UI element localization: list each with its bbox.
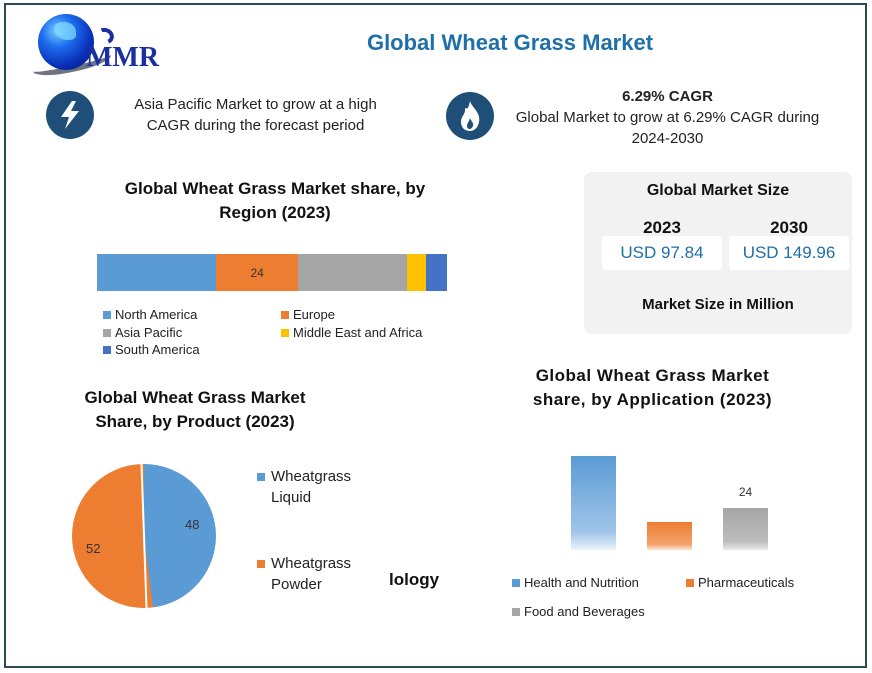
asia-pacific-highlight: Asia Pacific Market to grow at a high CA…: [118, 94, 393, 136]
value-2030: USD 149.96: [729, 236, 849, 270]
legend-swatch: [686, 578, 694, 587]
legend-label: South America: [115, 342, 200, 357]
legend-label: Health and Nutrition: [524, 575, 639, 590]
segment-middle-east-africa: [406, 254, 426, 291]
year-2030: 2030: [770, 218, 808, 237]
legend-label: Food and Beverages: [524, 604, 645, 619]
legend-label: Europe: [293, 307, 335, 322]
logo-text: MMR: [86, 42, 160, 73]
highlight-line: Global Market to grow at 6.29% CAGR duri…: [515, 109, 820, 126]
legend-label: Pharmaceuticals: [698, 575, 795, 590]
cagr-highlight: 6.29% CAGR Global Market to grow at 6.29…: [505, 86, 830, 149]
segment-north-america: [97, 254, 216, 291]
truncated-text: lology: [389, 570, 440, 589]
title-line: Share, by Product (2023): [95, 412, 295, 431]
legend-asia-pacific: Asia Pacific: [103, 325, 182, 340]
bar-health-nutrition: [571, 456, 616, 550]
mmr-logo: MMR: [28, 10, 178, 81]
value-2023: USD 97.84: [602, 236, 722, 270]
flame-icon: [446, 92, 494, 140]
legend-middle-east-africa: Middle East and Africa: [281, 325, 422, 340]
data-label: 24: [738, 485, 753, 499]
globe-land: [54, 22, 76, 40]
cagr-headline: 6.29% CAGR: [622, 88, 713, 105]
legend-food-beverages: Food and Beverages: [512, 604, 645, 619]
title-line: Global Wheat Grass Market: [84, 388, 306, 407]
legend-swatch: [281, 310, 289, 319]
segment-south-america: [426, 254, 447, 291]
legend-wheatgrass-liquid: Wheatgrass Liquid: [257, 466, 351, 508]
bar-pharmaceuticals: [647, 522, 692, 550]
page-title: Global Wheat Grass Market: [366, 30, 654, 55]
legend-swatch: [103, 345, 111, 354]
application-bar-chart: 24: [560, 440, 800, 550]
legend-north-america: North America: [103, 307, 197, 322]
title-line: Global Wheat Grass Market share, by: [124, 179, 426, 198]
region-stacked-bar: 24: [97, 254, 447, 291]
legend-label: Wheatgrass: [271, 468, 352, 485]
market-size-unit: Market Size in Million: [642, 296, 794, 313]
pie-label-powder: 52: [86, 541, 101, 556]
year-2023: 2023: [643, 218, 681, 237]
segment-europe: 24: [216, 254, 299, 291]
legend-south-america: South America: [103, 342, 200, 357]
highlight-line: 2024-2030: [631, 130, 704, 147]
legend-swatch: [257, 473, 265, 481]
application-chart-title: Global Wheat Grass Market share, by Appl…: [500, 364, 805, 412]
legend-swatch: [512, 578, 520, 587]
highlight-line: Asia Pacific Market to grow at a high: [134, 96, 377, 113]
title-line: share, by Application (2023): [532, 390, 773, 409]
region-chart-title: Global Wheat Grass Market share, by Regi…: [95, 177, 455, 225]
bar-food-beverages: [723, 508, 768, 550]
legend-label: Asia Pacific: [115, 325, 183, 340]
legend-swatch: [103, 328, 111, 337]
pie-label-liquid: 48: [185, 517, 200, 532]
legend-swatch: [257, 560, 265, 568]
market-size-title: Global Market Size: [646, 182, 790, 199]
lightning-bolt-icon: [46, 91, 94, 139]
legend-swatch: [103, 310, 111, 319]
title-line: Global Wheat Grass Market: [535, 366, 770, 385]
legend-europe: Europe: [281, 307, 335, 322]
title-line: Region (2023): [219, 203, 331, 222]
highlight-line: CAGR during the forecast period: [146, 117, 365, 134]
legend-label: Liquid: [271, 489, 312, 506]
market-size-card: Global Market Size 2023 2030 USD 97.84 U…: [584, 172, 852, 334]
segment-asia-pacific: [298, 254, 407, 291]
legend-swatch: [281, 328, 289, 337]
product-chart-title: Global Wheat Grass Market Share, by Prod…: [60, 386, 330, 434]
data-label: 24: [250, 265, 264, 280]
legend-label: Middle East and Africa: [293, 325, 423, 340]
legend-health-nutrition: Health and Nutrition: [512, 575, 639, 590]
legend-label: North America: [115, 307, 198, 322]
legend-wheatgrass-powder: Wheatgrass Powder: [257, 553, 351, 595]
legend-swatch: [512, 607, 520, 616]
legend-pharmaceuticals: Pharmaceuticals: [686, 575, 794, 590]
legend-label: Powder: [271, 576, 322, 593]
legend-label: Wheatgrass: [271, 555, 352, 572]
